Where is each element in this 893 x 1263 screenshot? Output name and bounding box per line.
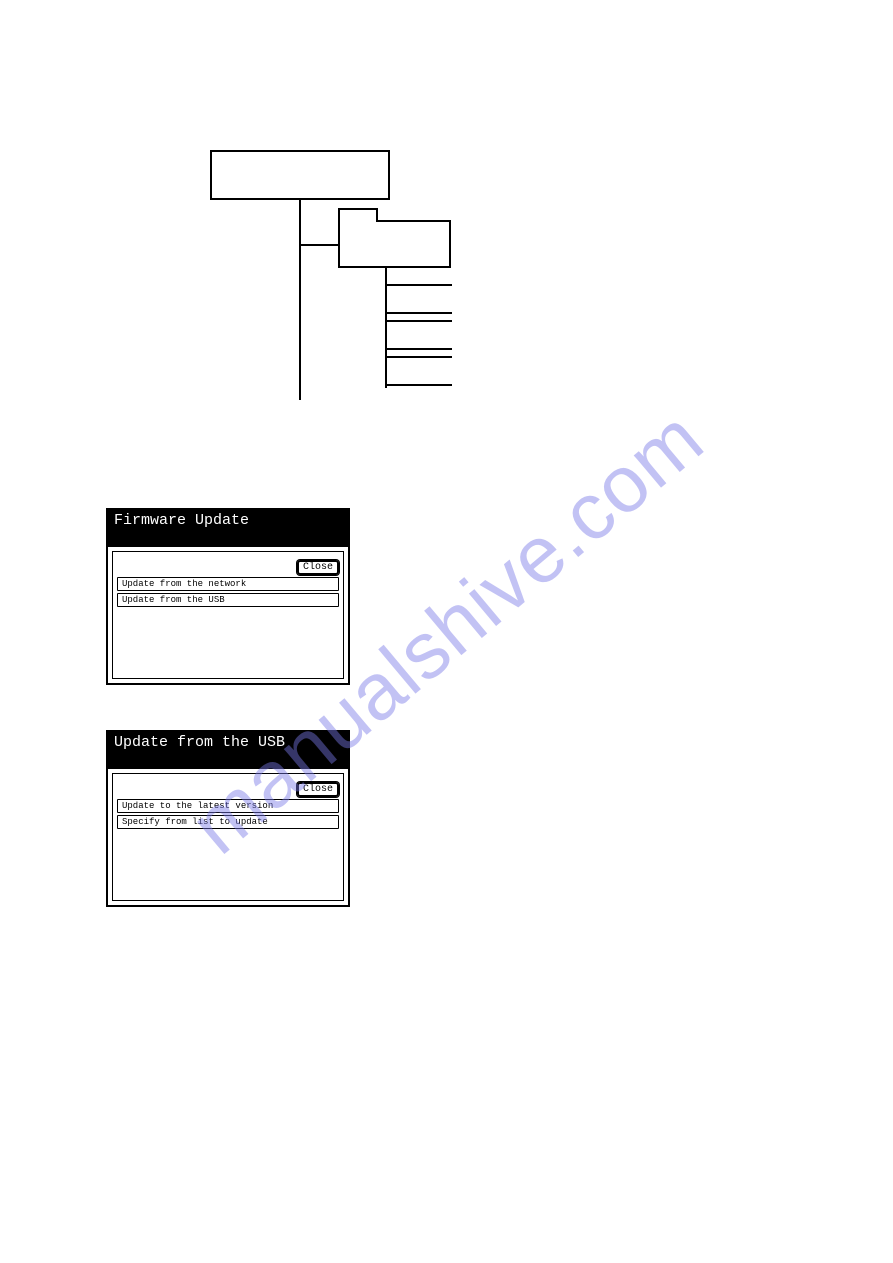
close-button[interactable]: Close bbox=[297, 560, 339, 575]
update-from-network-item[interactable]: Update from the network bbox=[117, 577, 339, 591]
update-latest-version-item[interactable]: Update to the latest version bbox=[117, 799, 339, 813]
diagram-leaf-box bbox=[385, 320, 452, 350]
update-from-usb-dialog: Update from the USB Close Update to the … bbox=[106, 730, 350, 907]
dialog-inner: Close Update from the network Update fro… bbox=[112, 551, 344, 679]
dialog-close-row: Close bbox=[117, 556, 339, 575]
diagram-folder-box bbox=[338, 220, 451, 268]
diagram-leaf-box bbox=[385, 284, 452, 314]
dialog-close-row: Close bbox=[117, 778, 339, 797]
dialog-title: Firmware Update bbox=[108, 510, 348, 547]
close-button[interactable]: Close bbox=[297, 782, 339, 797]
diagram-root-box bbox=[210, 150, 390, 200]
diagram-vline bbox=[299, 200, 301, 400]
diagram-hline-1 bbox=[299, 244, 339, 246]
dialog-body: Close Update from the network Update fro… bbox=[108, 547, 348, 683]
specify-from-list-item[interactable]: Specify from list to update bbox=[117, 815, 339, 829]
dialog-body: Close Update to the latest version Speci… bbox=[108, 769, 348, 905]
diagram-folder-tab bbox=[338, 208, 378, 222]
update-from-usb-item[interactable]: Update from the USB bbox=[117, 593, 339, 607]
dialog-title: Update from the USB bbox=[108, 732, 348, 769]
dialog-inner: Close Update to the latest version Speci… bbox=[112, 773, 344, 901]
diagram-leaf-box bbox=[385, 356, 452, 386]
firmware-update-dialog: Firmware Update Close Update from the ne… bbox=[106, 508, 350, 685]
